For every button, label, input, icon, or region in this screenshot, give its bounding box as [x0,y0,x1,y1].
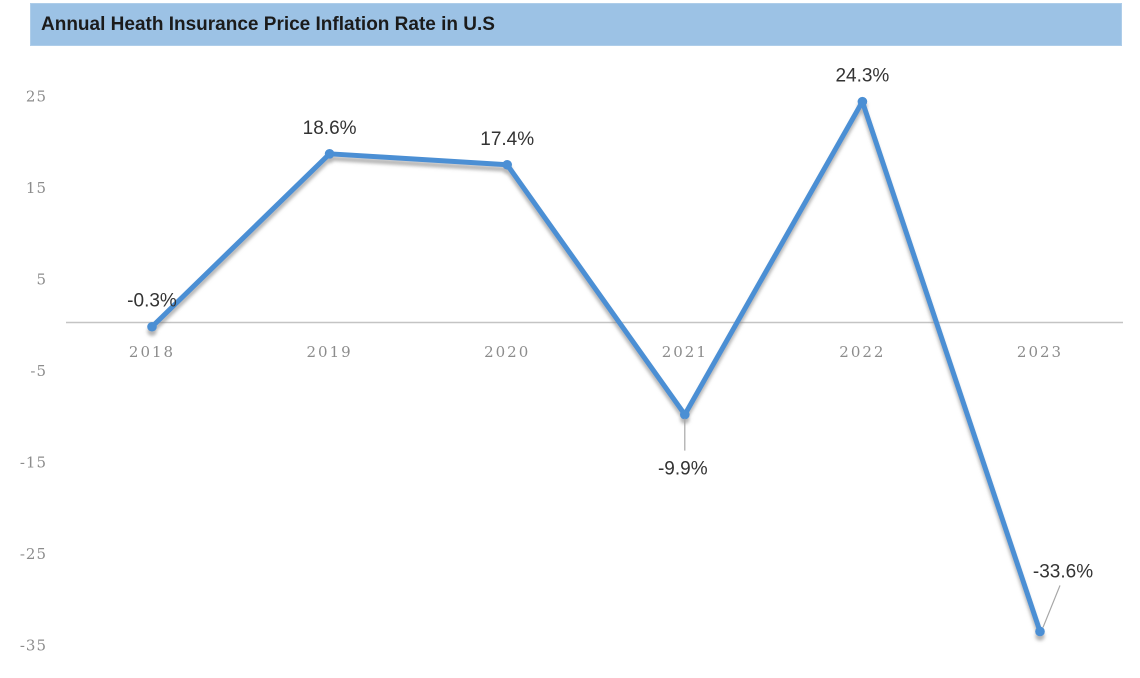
y-tick-label: -15 [20,453,47,471]
data-point-marker [502,159,512,170]
y-tick-label: 5 [36,270,47,288]
data-point-label: -0.3% [127,291,177,312]
x-category-label: 2021 [662,343,708,361]
y-tick-label: -5 [30,362,47,380]
series-line [149,99,1043,634]
data-point-label: 18.6% [303,118,357,139]
chart-title: Annual Heath Insurance Price Inflation R… [41,13,495,35]
y-tick-label: 15 [26,179,47,197]
data-point-marker [680,409,690,420]
label-leader-line [1042,585,1061,628]
series-group [147,96,1045,637]
chart-title-bar: Annual Heath Insurance Price Inflation R… [30,3,1122,46]
x-category-label: 2020 [484,343,530,361]
x-category-label: 2019 [307,343,353,361]
data-point-label: 17.4% [480,129,534,150]
x-category-label: 2022 [839,343,885,361]
y-tick-label: -35 [20,636,47,654]
data-point-label: -33.6% [1033,561,1093,582]
data-point-label: 24.3% [835,66,889,87]
y-tick-label: 25 [26,87,47,105]
data-point-marker [1035,626,1045,637]
x-category-label: 2023 [1017,343,1063,361]
data-point-marker [857,96,868,107]
y-tick-label: -25 [20,545,47,563]
data-point-marker [324,149,335,159]
x-category-label: 2018 [129,343,175,361]
data-point-marker [147,321,157,332]
data-point-label: -9.9% [658,459,708,480]
